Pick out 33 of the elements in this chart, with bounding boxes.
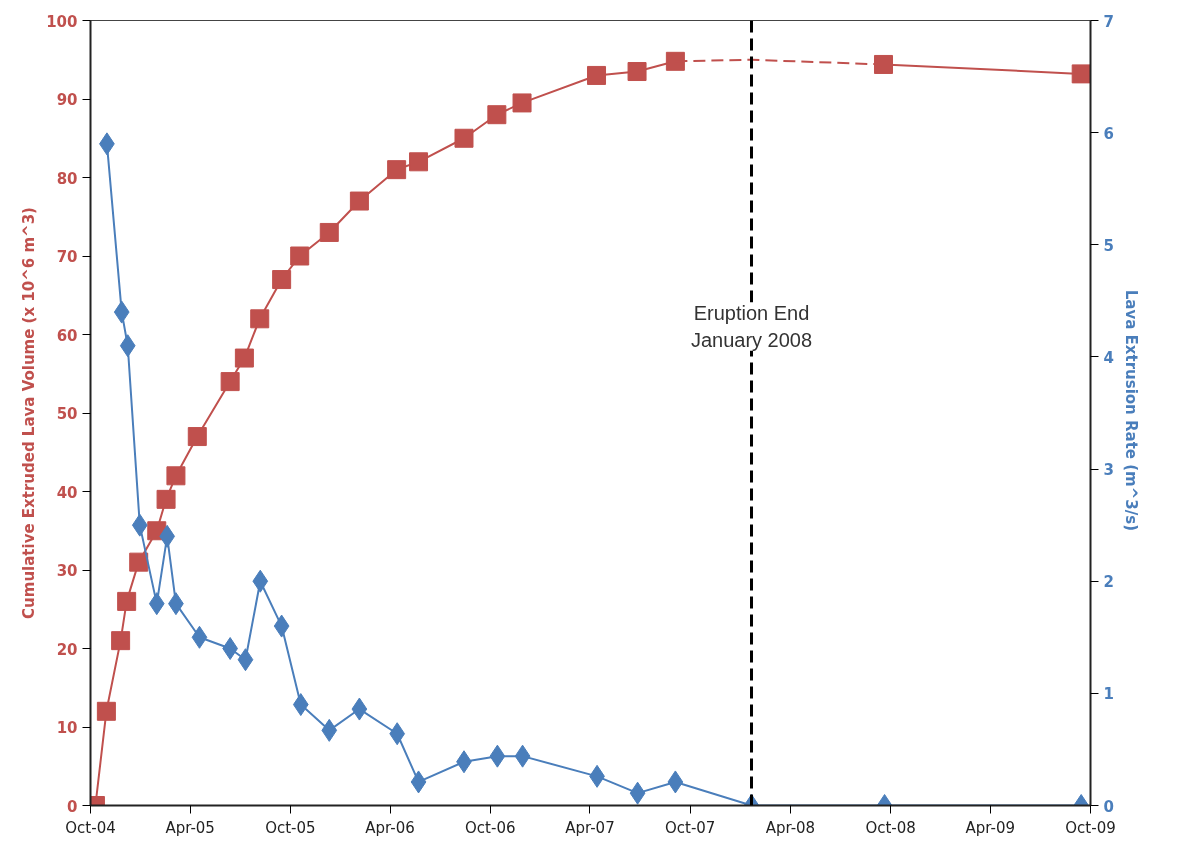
x-tick-label: Apr-07 <box>565 818 615 837</box>
x-tick-label: Apr-09 <box>965 818 1016 837</box>
y-tick-label: 10 <box>56 719 78 737</box>
y-tick-label: 30 <box>56 562 78 580</box>
x-tick-label: Oct-04 <box>65 818 116 837</box>
x-tick-label: Oct-08 <box>865 818 916 837</box>
y2-axis-title: Lava Extrusion Rate (m^3/s) <box>1121 289 1140 532</box>
y-tick-label: 60 <box>56 326 78 345</box>
y-tick-label: 0 <box>67 797 78 816</box>
y2-tick-label: 5 <box>1103 236 1114 255</box>
y2-tick-label: 7 <box>1103 12 1114 31</box>
x-tick-label: Oct-06 <box>465 818 516 837</box>
y2-tick-label: 4 <box>1103 348 1114 367</box>
x-tick-label: Apr-05 <box>165 818 215 837</box>
x-tick-label: Oct-05 <box>265 818 316 837</box>
x-tick-label: Apr-06 <box>365 818 415 837</box>
x-tick-label: Oct-07 <box>664 818 716 837</box>
y-tick-label: 90 <box>56 91 78 109</box>
y-axis-title: Cumulative Extruded Lava Volume (x 10^6 m^3) <box>20 207 39 619</box>
y2-tick-label: 0 <box>1103 797 1114 816</box>
x-tick-label: Oct-09 <box>1065 818 1116 837</box>
y-tick-label: 80 <box>56 169 78 188</box>
y-tick-label: 70 <box>56 248 78 266</box>
y2-tick-label: 2 <box>1103 573 1114 592</box>
y-tick-label: 50 <box>56 405 78 423</box>
y2-tick-label: 3 <box>1103 461 1114 480</box>
y-tick-label: 40 <box>56 483 78 502</box>
y2-tick-label: 1 <box>1103 685 1114 704</box>
y-tick-label: 100 <box>46 12 78 31</box>
y2-tick-label: 6 <box>1103 124 1114 143</box>
x-tick-label: Apr-08 <box>765 818 816 837</box>
y-tick-label: 20 <box>56 640 78 659</box>
ref-line-label: Eruption End January 2008 <box>690 302 813 351</box>
